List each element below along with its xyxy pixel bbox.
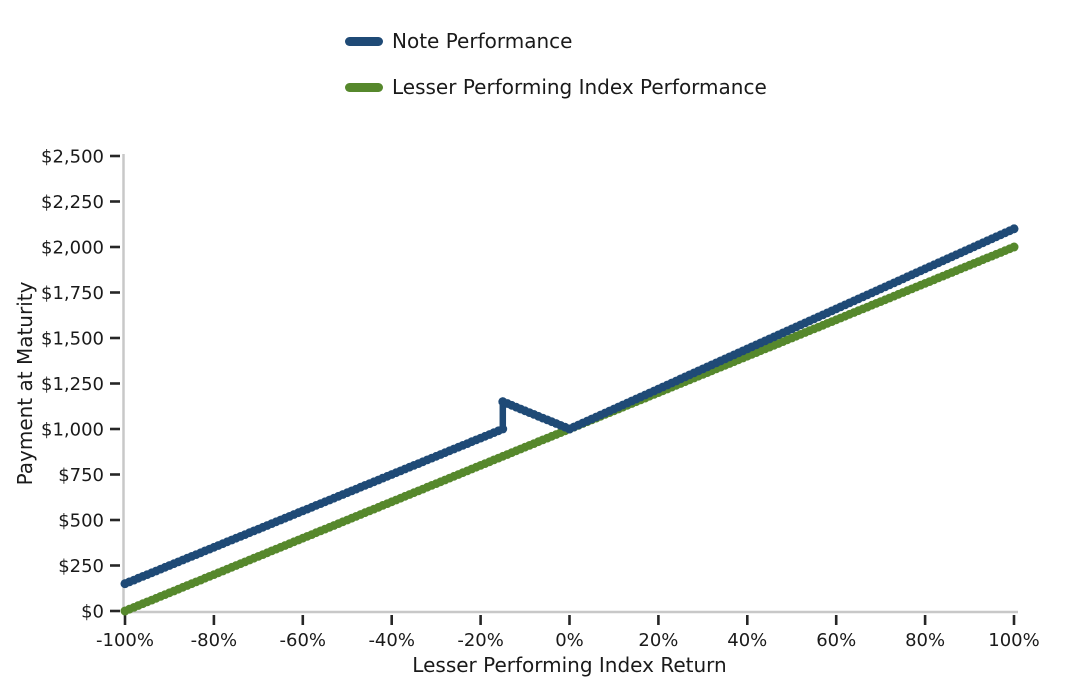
x-tick-label: -80% [191,630,238,651]
y-axis-ticks: $0 $250 $500 $750 $1,000 $1,250 $1,500 $1,750 $2… [41,147,120,623]
y-tick-label: $2,500 [41,147,104,168]
x-tick-label: 20% [638,630,678,651]
x-tick-label: -40% [368,630,415,651]
x-tick-label: 80% [905,630,945,651]
x-tick-label: 60% [816,630,856,651]
x-axis-title: Lesser Performing Index Return [412,653,726,677]
legend-label-index: Lesser Performing Index Performance [392,75,767,99]
legend-label-note: Note Performance [392,29,572,53]
legend-marker-index-icon [345,83,383,92]
legend-item-note: Note Performance [345,29,572,53]
y-tick-label: $2,000 [41,238,104,259]
y-axis-title: Payment at Maturity [13,281,37,485]
x-tick-label: 100% [988,630,1039,651]
y-tick-label: $750 [58,465,104,486]
y-tick-label: $1,250 [41,374,104,395]
legend-marker-note-icon [345,37,383,46]
x-tick-label: -100% [96,630,154,651]
axes-spines [122,154,1018,614]
y-tick-label: $0 [81,602,104,623]
x-tick-label: 0% [555,630,584,651]
legend: Note Performance Lesser Performing Index… [345,29,767,99]
legend-item-index: Lesser Performing Index Performance [345,75,767,99]
y-tick-label: $1,750 [41,283,104,304]
series-note-performance [120,224,1019,589]
y-tick-label: $500 [58,511,104,532]
y-tick-label: $250 [58,556,104,577]
x-tick-label: -20% [457,630,504,651]
series-markers [120,224,1019,589]
x-tick-label: -60% [280,630,327,651]
y-tick-label: $1,000 [41,420,104,441]
y-tick-label: $1,500 [41,329,104,350]
x-tick-label: 40% [727,630,767,651]
y-tick-label: $2,250 [41,192,104,213]
x-axis-ticks: -100% -80% -60% -40% -20% 0% 20% 40% 60% 80% 100% [96,615,1040,651]
